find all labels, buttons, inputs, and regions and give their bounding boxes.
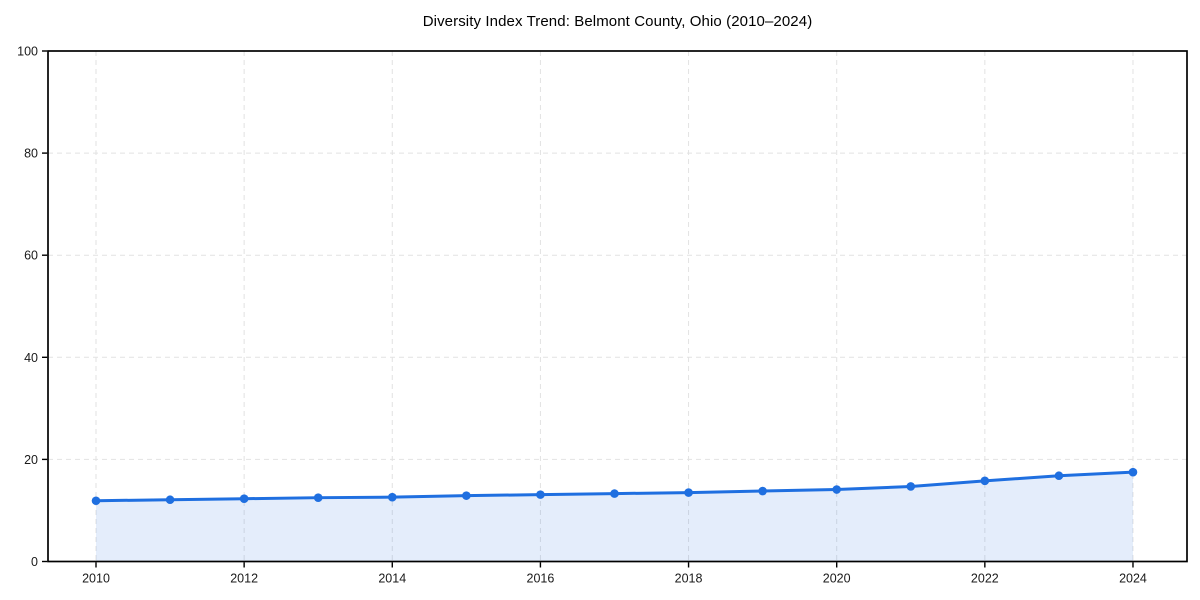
data-point xyxy=(758,486,767,496)
y-tick-label: 80 xyxy=(24,147,38,161)
data-point xyxy=(387,492,397,502)
data-point xyxy=(980,476,990,486)
data-point xyxy=(536,490,545,499)
y-tick-label: 100 xyxy=(17,45,38,59)
x-tick-label: 2018 xyxy=(675,572,703,586)
data-point xyxy=(832,485,841,494)
data-point xyxy=(906,482,916,491)
area-fill xyxy=(96,472,1133,562)
data-point xyxy=(1054,471,1064,481)
y-tick-label: 60 xyxy=(24,249,38,263)
data-point xyxy=(91,496,101,506)
y-tick-label: 0 xyxy=(31,555,38,569)
data-point xyxy=(313,493,323,502)
y-tick-label: 20 xyxy=(24,453,38,467)
data-point xyxy=(610,489,619,498)
y-tick-label: 40 xyxy=(24,351,38,365)
x-tick-label: 2016 xyxy=(527,572,555,586)
x-tick-label: 2020 xyxy=(823,572,851,586)
chart-title: Diversity Index Trend: Belmont County, O… xyxy=(422,13,813,30)
x-tick-label: 2022 xyxy=(971,572,999,586)
data-point xyxy=(165,495,175,505)
data-point xyxy=(239,494,249,504)
data-point xyxy=(684,488,693,497)
data-point xyxy=(462,491,471,500)
plot-area xyxy=(48,51,1187,562)
x-tick-label: 2012 xyxy=(230,572,258,586)
x-tick-label: 2014 xyxy=(378,572,406,586)
x-tick-label: 2024 xyxy=(1119,572,1147,586)
plot-border xyxy=(47,50,1188,563)
x-tick-label: 2010 xyxy=(82,572,110,586)
data-point xyxy=(1128,467,1138,477)
